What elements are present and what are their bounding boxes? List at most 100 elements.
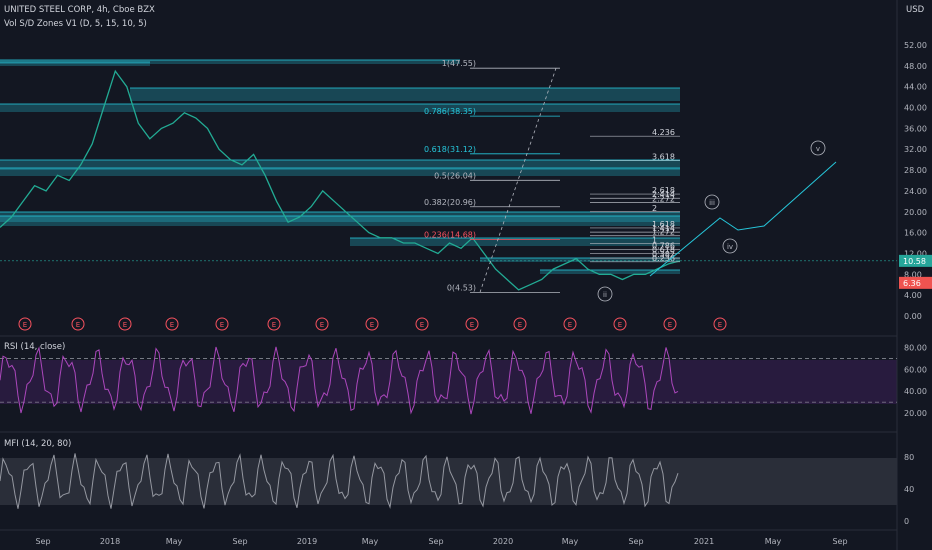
fib-extension-label: 2.618	[652, 186, 675, 195]
mfi-tick-label: 80	[904, 453, 914, 462]
projection-path	[649, 161, 837, 277]
price-tick-label: 48.00	[904, 62, 927, 71]
price-tick-label: 0.00	[904, 312, 922, 321]
wave-label-circle	[722, 238, 738, 254]
fib-level-label: 0.5(26.04)	[434, 171, 476, 180]
indicator-title: Vol S/D Zones V1 (D, 5, 15, 10, 5)	[4, 19, 147, 29]
earnings-marker-label: E	[23, 321, 27, 329]
mfi-line	[0, 453, 679, 509]
supply-demand-zone	[130, 88, 680, 101]
rsi-band	[0, 360, 897, 404]
earnings-marker-label: E	[76, 321, 80, 329]
supply-demand-zone	[540, 270, 680, 274]
earnings-marker	[465, 317, 479, 331]
price-tick-label: 44.00	[904, 83, 927, 92]
wave-label: iv	[727, 243, 733, 251]
fib-extension-label: 1	[652, 236, 657, 245]
price-tick-label: 36.00	[904, 124, 927, 133]
earnings-marker-label: E	[220, 321, 224, 329]
fib-extension-label: 3.618	[652, 153, 675, 162]
price-tick-label: 40.00	[904, 104, 927, 113]
rsi-tick-label: 40.00	[904, 387, 927, 396]
earnings-marker	[165, 317, 179, 331]
price-tick-label: 28.00	[904, 166, 927, 175]
mfi-tick-label: 0	[904, 517, 909, 526]
rsi-title: RSI (14, close)	[4, 342, 66, 352]
symbol-title: UNITED STEEL CORP, 4h, Cboe BZX	[4, 5, 155, 15]
wave-label-circle	[597, 286, 613, 302]
fib-level-label: 0.786(38.35)	[424, 107, 476, 116]
earnings-marker-label: E	[618, 321, 622, 329]
earnings-marker	[713, 317, 727, 331]
fib-extension-label: 1.272	[652, 228, 675, 237]
earnings-marker	[365, 317, 379, 331]
earnings-marker	[415, 317, 429, 331]
price-tick-label: 8.00	[904, 270, 922, 279]
earnings-marker-label: E	[470, 321, 474, 329]
fib-extension-label: 0.236	[652, 254, 675, 263]
supply-demand-zone	[480, 258, 680, 262]
price-tick-label: 32.00	[904, 145, 927, 154]
wave-label-circle	[704, 194, 720, 210]
wave-label: ii	[603, 291, 607, 299]
earnings-marker-label: E	[668, 321, 672, 329]
earnings-marker	[563, 317, 577, 331]
price-tick-label: 4.00	[904, 291, 922, 300]
mfi-tick-label: 40	[904, 485, 914, 494]
time-axis-label: Sep	[628, 537, 643, 546]
time-axis-label: Sep	[232, 537, 247, 546]
supply-demand-zone	[0, 168, 680, 176]
mfi-title: MFI (14, 20, 80)	[4, 439, 72, 449]
earnings-marker-label: E	[718, 321, 722, 329]
earnings-marker-label: E	[272, 321, 276, 329]
earnings-marker-label: E	[170, 321, 174, 329]
earnings-marker-label: E	[568, 321, 572, 329]
fib-extension-label: 1.618	[652, 220, 675, 229]
rsi-tick-label: 20.00	[904, 409, 927, 418]
low-price-label: 6.36	[903, 279, 921, 288]
fib-level-label: 1(47.55)	[442, 59, 476, 68]
earnings-marker	[315, 317, 329, 331]
fib-extension-label: 4.236	[652, 128, 675, 137]
price-tick-label: 52.00	[904, 41, 927, 50]
fib-extension-label: 2.414	[652, 190, 675, 199]
earnings-marker	[71, 317, 85, 331]
price-tick-label: 16.00	[904, 229, 927, 238]
time-axis-label: 2018	[100, 537, 120, 546]
earnings-marker-label: E	[518, 321, 522, 329]
fib-extension-label: 0.382	[652, 250, 675, 259]
price-tick-label: 24.00	[904, 187, 927, 196]
wave-label: v	[816, 145, 820, 153]
fib-level-label: 0.236(14.68)	[424, 230, 476, 239]
earnings-marker	[663, 317, 677, 331]
current-price-label: 10.58	[903, 257, 926, 266]
rsi-tick-label: 80.00	[904, 343, 927, 352]
time-axis-label: Sep	[832, 537, 847, 546]
fib-extension-label: 1.414	[652, 224, 675, 233]
fib-extension-label: 2	[652, 204, 657, 213]
time-axis-label: 2020	[493, 537, 513, 546]
time-axis-label: Sep	[35, 537, 50, 546]
supply-demand-zone	[350, 238, 680, 246]
fib-level-label: 0.382(20.96)	[424, 198, 476, 207]
supply-demand-zone	[0, 62, 150, 66]
time-axis-label: 2019	[297, 537, 317, 546]
earnings-marker-label: E	[123, 321, 127, 329]
supply-demand-zone	[0, 160, 680, 170]
supply-demand-zone	[0, 60, 460, 64]
price-tick-label: 12.00	[904, 249, 927, 258]
earnings-marker	[18, 317, 32, 331]
rsi-tick-label: 60.00	[904, 365, 927, 374]
earnings-marker	[215, 317, 229, 331]
time-axis-label: May	[362, 537, 379, 546]
fib-extension-label: 0.786	[652, 241, 675, 250]
earnings-marker-label: E	[420, 321, 424, 329]
earnings-marker	[118, 317, 132, 331]
time-axis-label: May	[765, 537, 782, 546]
earnings-marker	[613, 317, 627, 331]
low-price-tag	[899, 276, 932, 289]
earnings-marker	[267, 317, 281, 331]
time-axis-label: Sep	[428, 537, 443, 546]
